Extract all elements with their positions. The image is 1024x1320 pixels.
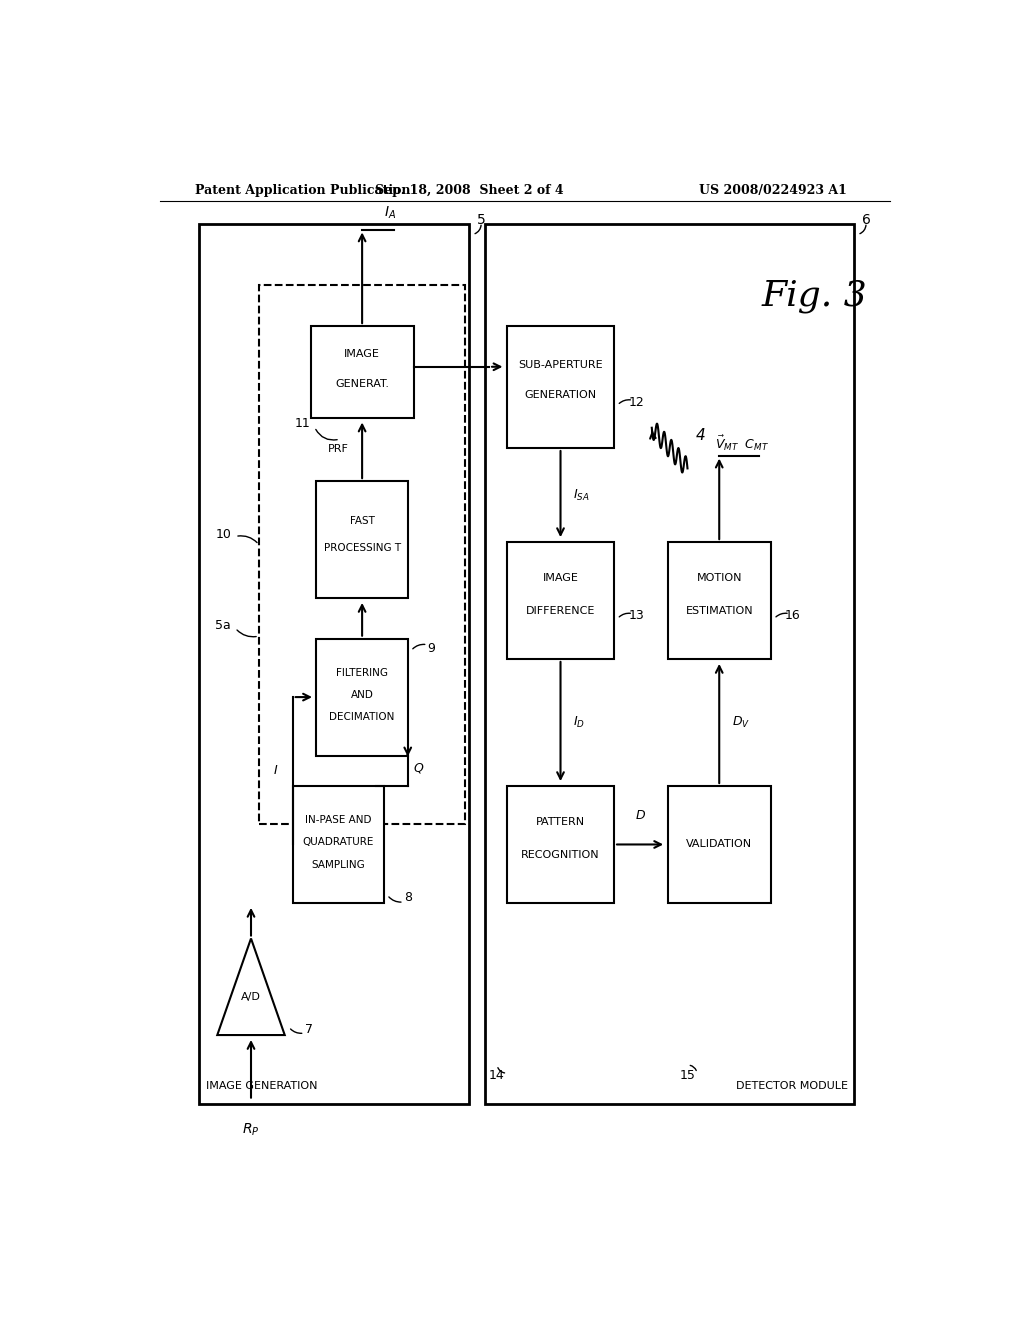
Bar <box>316 480 408 598</box>
Text: DECIMATION: DECIMATION <box>330 713 395 722</box>
Text: 6: 6 <box>861 214 870 227</box>
Bar <box>668 785 771 903</box>
Text: Q: Q <box>414 762 424 775</box>
Text: GENERATION: GENERATION <box>524 391 597 400</box>
Text: 5: 5 <box>477 214 485 227</box>
Text: VALIDATION: VALIDATION <box>686 840 753 850</box>
Text: 10: 10 <box>215 528 231 541</box>
Text: 5a: 5a <box>215 619 231 632</box>
Text: D: D <box>636 809 646 822</box>
Bar <box>316 639 408 755</box>
Text: $I_A$: $I_A$ <box>384 205 396 222</box>
Text: $I_{SA}$: $I_{SA}$ <box>573 487 590 503</box>
Polygon shape <box>217 939 285 1035</box>
Text: I: I <box>273 764 278 777</box>
Text: Patent Application Publication: Patent Application Publication <box>196 185 411 198</box>
Text: 7: 7 <box>304 1023 312 1036</box>
Bar <box>507 785 614 903</box>
Bar <box>310 326 414 417</box>
Text: PRF: PRF <box>328 445 349 454</box>
Text: 9: 9 <box>428 643 435 655</box>
Text: 15: 15 <box>680 1069 695 1081</box>
Text: 11: 11 <box>295 417 310 430</box>
Text: 12: 12 <box>629 396 644 409</box>
Bar <box>293 785 384 903</box>
Text: FAST: FAST <box>349 516 375 527</box>
Text: ESTIMATION: ESTIMATION <box>685 606 753 615</box>
Text: IMAGE: IMAGE <box>543 573 579 583</box>
Text: DIFFERENCE: DIFFERENCE <box>526 606 595 615</box>
Text: $I_D$: $I_D$ <box>573 715 585 730</box>
Text: PATTERN: PATTERN <box>536 817 585 828</box>
Bar <box>259 285 465 824</box>
Text: US 2008/0224923 A1: US 2008/0224923 A1 <box>699 185 847 198</box>
Text: SUB-APERTURE: SUB-APERTURE <box>518 360 603 370</box>
Text: SAMPLING: SAMPLING <box>311 859 366 870</box>
Text: GENERAT.: GENERAT. <box>335 379 389 389</box>
Text: PROCESSING T: PROCESSING T <box>324 543 400 553</box>
Bar <box>200 224 469 1104</box>
Text: Sep. 18, 2008  Sheet 2 of 4: Sep. 18, 2008 Sheet 2 of 4 <box>375 185 563 198</box>
Text: A/D: A/D <box>241 991 261 1002</box>
Text: IN-PASE AND: IN-PASE AND <box>305 814 372 825</box>
Text: $R_P$: $R_P$ <box>243 1122 260 1138</box>
Text: QUADRATURE: QUADRATURE <box>303 837 374 847</box>
Bar <box>507 326 614 447</box>
Bar <box>507 543 614 659</box>
Text: Fig. 3: Fig. 3 <box>762 279 867 313</box>
Text: 4: 4 <box>695 428 706 444</box>
Text: $D_V$: $D_V$ <box>732 715 750 730</box>
Text: $\vec{V}_{MT}$  $C_{MT}$: $\vec{V}_{MT}$ $C_{MT}$ <box>715 434 769 453</box>
Text: RECOGNITION: RECOGNITION <box>521 850 600 859</box>
Text: 16: 16 <box>785 610 801 622</box>
Text: DETECTOR MODULE: DETECTOR MODULE <box>736 1081 848 1092</box>
Text: MOTION: MOTION <box>696 573 742 583</box>
Text: IMAGE GENERATION: IMAGE GENERATION <box>206 1081 317 1092</box>
Text: 8: 8 <box>403 891 412 904</box>
Text: AND: AND <box>350 690 374 700</box>
Bar <box>668 543 771 659</box>
Text: 14: 14 <box>489 1069 505 1081</box>
Text: 13: 13 <box>629 610 644 622</box>
Text: FILTERING: FILTERING <box>336 668 388 677</box>
Bar <box>485 224 854 1104</box>
Text: IMAGE: IMAGE <box>344 348 380 359</box>
